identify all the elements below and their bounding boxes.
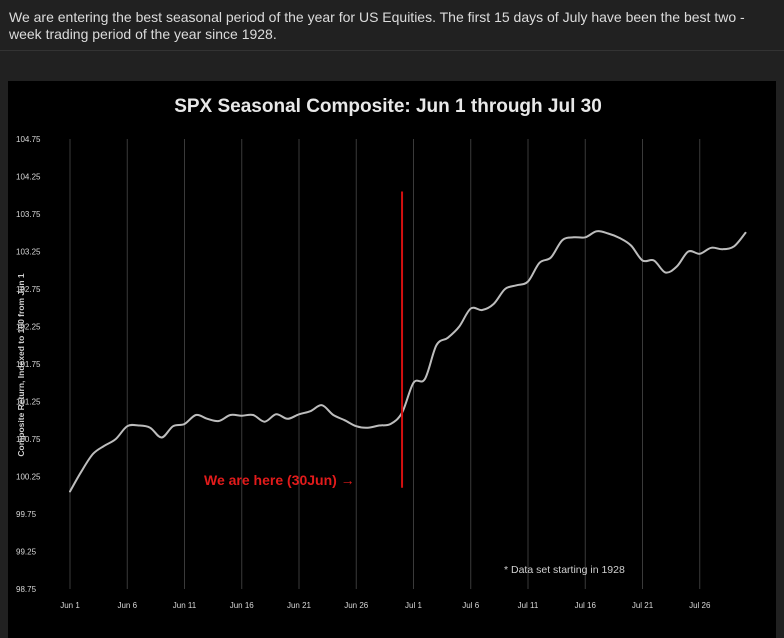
we-are-here-annotation: We are here (30Jun) → xyxy=(204,472,355,488)
y-tick-label: 98.75 xyxy=(16,585,37,594)
separator xyxy=(0,50,784,51)
y-tick-label: 103.75 xyxy=(16,210,41,219)
x-tick-label: Jul 26 xyxy=(689,601,711,610)
x-tick-labels: Jun 1 Jun 6 Jun 11 Jun 16 Jun 21 Jun 26 Jul 1 J… xyxy=(60,601,711,610)
x-tick-label: Jun 21 xyxy=(287,601,312,610)
x-tick-label: Jul 21 xyxy=(632,601,654,610)
y-tick-label: 102.25 xyxy=(16,323,41,332)
x-tick-label: Jun 26 xyxy=(344,601,369,610)
series-line xyxy=(69,230,747,493)
y-axis-label: Composite Return, Indexed to 100 from Ju… xyxy=(16,273,26,457)
x-tick-label: Jul 6 xyxy=(462,601,479,610)
y-tick-label: 102.75 xyxy=(16,285,41,294)
y-tick-label: 101.25 xyxy=(16,398,41,407)
y-tick-label: 100.25 xyxy=(16,473,41,482)
y-tick-label: 104.25 xyxy=(16,173,41,182)
seasonal-chart: SPX Seasonal Composite: Jun 1 through Ju… xyxy=(16,96,747,610)
x-tick-label: Jun 1 xyxy=(60,601,80,610)
x-tick-label: Jun 6 xyxy=(117,601,137,610)
y-tick-label: 99.25 xyxy=(16,548,37,557)
x-tick-label: Jul 11 xyxy=(518,601,539,610)
chart-frame: SPX Seasonal Composite: Jun 1 through Ju… xyxy=(8,81,776,638)
x-tick-label: Jun 11 xyxy=(173,601,197,610)
x-tick-label: Jul 1 xyxy=(405,601,422,610)
chart-title: SPX Seasonal Composite: Jun 1 through Ju… xyxy=(174,96,602,117)
grid-lines xyxy=(69,139,701,589)
y-tick-labels: 98.75 99.25 99.75 100.25 100.75 101.25 101.75 1… xyxy=(16,135,41,594)
post-text: We are entering the best seasonal period… xyxy=(9,9,745,42)
x-tick-label: Jun 16 xyxy=(230,601,255,610)
y-tick-label: 99.75 xyxy=(16,510,37,519)
x-tick-label: Jul 16 xyxy=(575,601,597,610)
data-set-note: * Data set starting in 1928 xyxy=(504,564,625,576)
y-tick-label: 104.75 xyxy=(16,135,41,144)
y-tick-label: 100.75 xyxy=(16,435,41,444)
y-tick-label: 103.25 xyxy=(16,248,41,257)
y-tick-label: 101.75 xyxy=(16,360,41,369)
